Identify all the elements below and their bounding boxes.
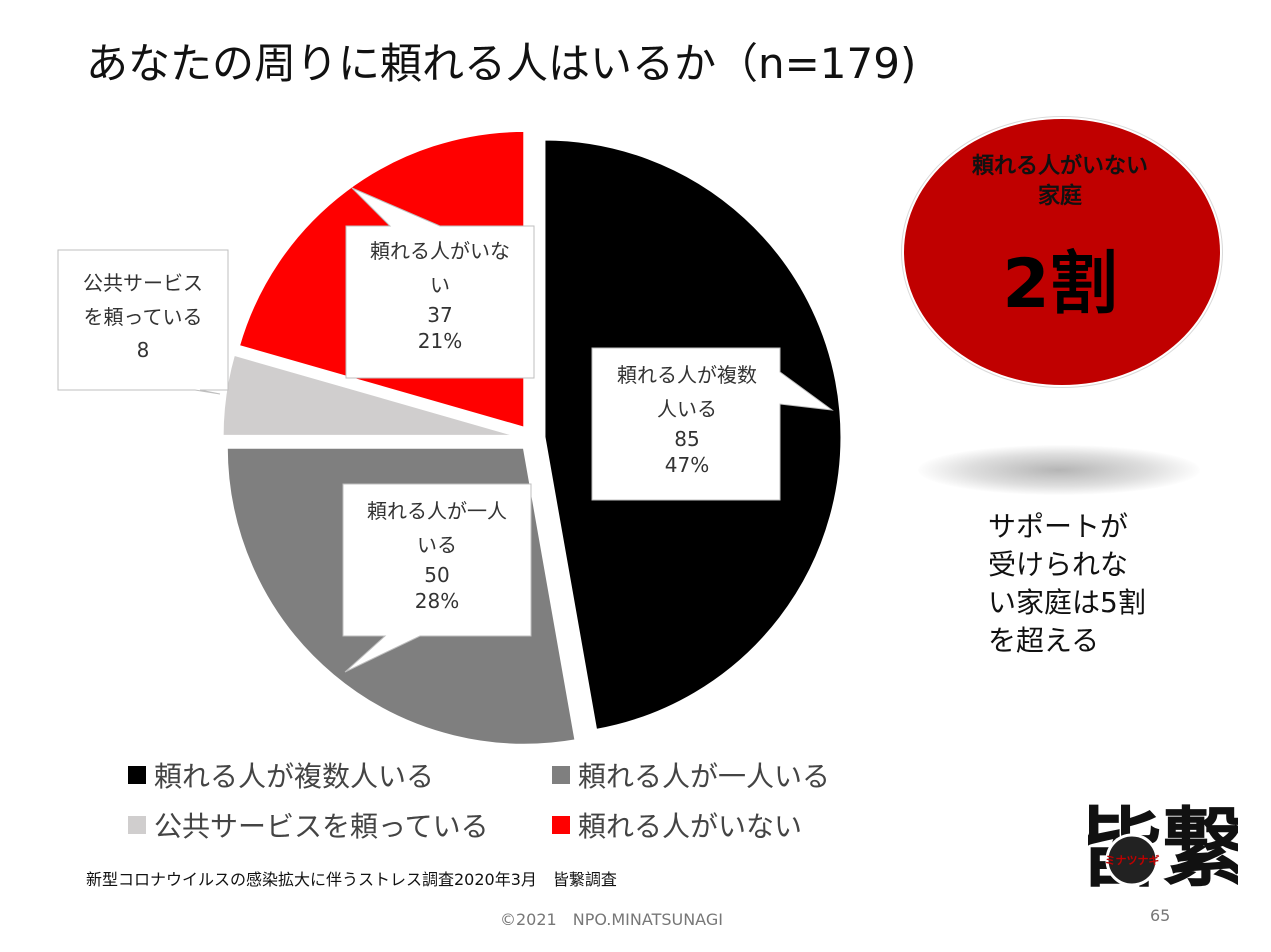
- label-one: 頼れる人が一人 いる 50 28%: [343, 494, 531, 614]
- legend-swatch-public: [128, 816, 146, 834]
- label-multiple-percent: 47%: [664, 453, 710, 477]
- note-line4: を超える: [988, 624, 1100, 657]
- slice-public: [220, 352, 521, 438]
- callout-public: [57, 249, 229, 395]
- label-public-value: 8: [136, 338, 150, 362]
- legend-label-public: 公共サービスを頼っている: [154, 810, 489, 843]
- legend-label-one: 頼れる人が一人いる: [578, 760, 831, 793]
- copyright: ©2021 NPO.MINATSUNAGI: [500, 910, 723, 929]
- label-none: 頼れる人がいな い 37 21%: [346, 234, 534, 354]
- page-title: あなたの周りに頼れる人はいるか（n=179): [86, 39, 917, 88]
- legend-label-multiple: 頼れる人が複数人いる: [154, 760, 435, 793]
- note-line3: い家庭は5割: [988, 586, 1146, 619]
- logo-badge-circle: [1105, 833, 1159, 887]
- decorative-shadow: [918, 445, 1200, 495]
- label-one-percent: 28%: [414, 589, 460, 613]
- callout-none: [345, 187, 535, 379]
- label-none-percent: 21%: [417, 329, 463, 353]
- highlight-label-line2: 家庭: [1037, 184, 1082, 209]
- label-one-line2: いる: [417, 533, 457, 557]
- legend-swatch-one: [552, 766, 570, 784]
- legend-item-one: 頼れる人が一人いる: [552, 755, 830, 795]
- highlight-label: 頼れる人がいない 家庭: [902, 152, 1218, 212]
- note-line2: 受けられな: [988, 548, 1129, 581]
- legend-item-none: 頼れる人がいない: [552, 805, 802, 845]
- label-public-line1: 公共サービス: [83, 271, 203, 295]
- label-none-line1: 頼れる人がいな: [370, 239, 510, 263]
- legend-item-public: 公共サービスを頼っている: [128, 805, 489, 845]
- callout-multiple: [591, 347, 834, 501]
- source-note: 新型コロナウイルスの感染拡大に伴うストレス調査2020年3月 皆繋調査: [86, 870, 617, 889]
- label-multiple-line1: 頼れる人が複数: [617, 363, 757, 387]
- label-multiple: 頼れる人が複数 人いる 85 47%: [592, 358, 782, 478]
- legend-swatch-multiple: [128, 766, 146, 784]
- note-line1: サポートが: [988, 510, 1129, 543]
- label-one-value: 50: [424, 563, 450, 587]
- legend-item-multiple: 頼れる人が複数人いる: [128, 755, 434, 795]
- label-public-line2: を頼っている: [83, 305, 203, 329]
- legend-swatch-none: [552, 816, 570, 834]
- label-public: 公共サービス を頼っている 8: [58, 266, 228, 366]
- highlight-circle: [902, 117, 1222, 387]
- callout-one: [342, 483, 532, 673]
- summary-note: サポートが 受けられな い家庭は5割 を超える: [988, 508, 1146, 660]
- highlight-label-line1: 頼れる人がいない: [971, 154, 1148, 179]
- logo-badge-text: ミナツナギ: [1105, 853, 1160, 867]
- label-none-value: 37: [427, 303, 453, 327]
- label-one-line1: 頼れる人が一人: [367, 499, 507, 523]
- highlight-value: 2割: [1002, 245, 1118, 324]
- page-number: 65: [1150, 906, 1171, 925]
- legend-label-none: 頼れる人がいない: [578, 810, 803, 843]
- label-multiple-value: 85: [674, 427, 700, 451]
- minatsunagi-logo: 皆繋 ミナツナギ: [1088, 798, 1238, 898]
- label-multiple-line2: 人いる: [657, 397, 717, 421]
- label-none-line2: い: [430, 273, 450, 297]
